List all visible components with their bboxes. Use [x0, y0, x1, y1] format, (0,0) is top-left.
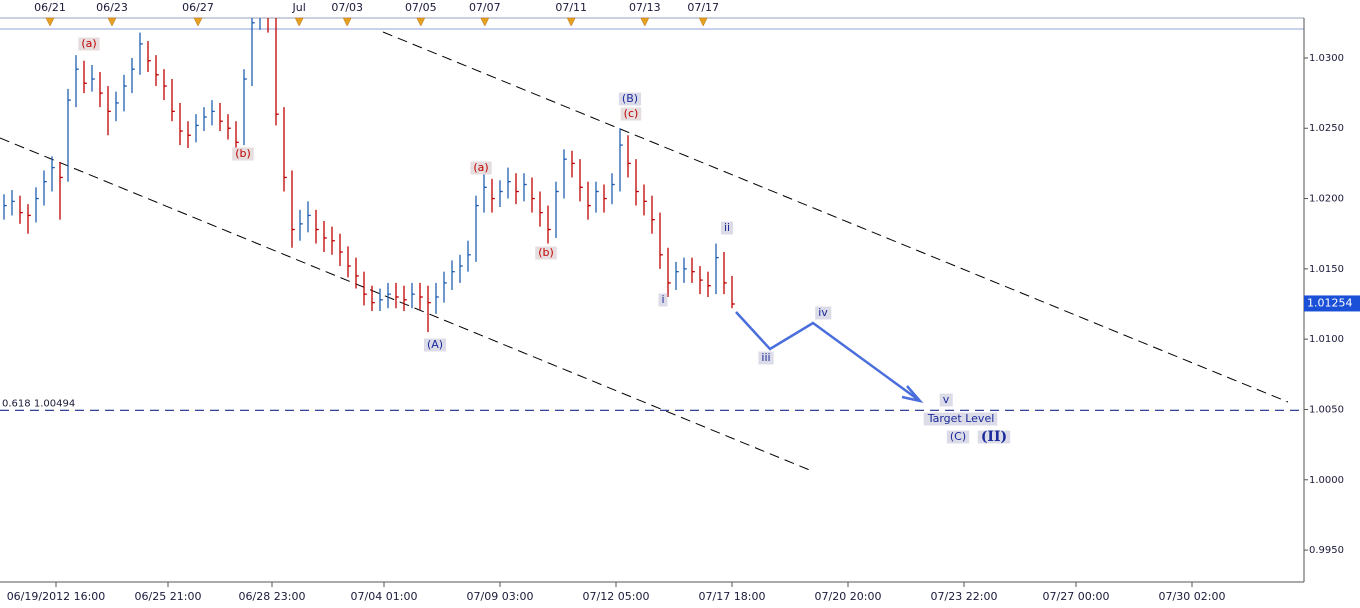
y-tick-label: 1.0050: [1309, 404, 1344, 415]
fib-ratio: 0.618: [2, 398, 31, 409]
top-tick-label: 07/17: [687, 1, 719, 14]
top-tick-label: 06/23: [96, 1, 128, 14]
x-tick-label: 07/27 00:00: [1043, 590, 1110, 603]
top-tick-label: Jul: [292, 1, 306, 14]
wave-label: v: [939, 393, 953, 407]
wave-label-text: iii: [761, 351, 770, 364]
top-strip: [0, 0, 1304, 18]
wave-label-text: (b): [538, 246, 554, 259]
channel-upper: [382, 31, 1289, 403]
wave-label-text: (a): [81, 37, 96, 50]
top-tick-label: 07/03: [331, 1, 363, 14]
top-tick-label: 07/13: [629, 1, 661, 14]
x-tick-label: 07/09 03:00: [467, 590, 534, 603]
event-marker: [342, 17, 352, 27]
x-tick-label: 07/20 20:00: [815, 590, 882, 603]
wave-label: (a): [470, 161, 492, 175]
x-tick-label: 07/17 18:00: [699, 590, 766, 603]
top-tick-label: 07/07: [469, 1, 501, 14]
wave-label-text: (b): [235, 147, 251, 160]
last-price-tag: 1.01254: [1304, 295, 1360, 312]
plot: [0, 18, 1304, 472]
y-tick-label: 1.0150: [1309, 264, 1344, 275]
top-tick-label: 07/11: [555, 1, 587, 14]
wave-label: (b): [535, 246, 557, 260]
event-marker: [107, 17, 117, 27]
wave-label-text: (A): [427, 338, 443, 351]
wave-label: (B): [618, 92, 642, 106]
wave-label: (b): [232, 147, 254, 161]
wave-label-text: (C): [950, 430, 966, 443]
event-marker: [480, 17, 490, 27]
y-tick-label: 1.0300: [1309, 53, 1344, 64]
wave-label: iv: [815, 306, 832, 320]
event-marker: [294, 17, 304, 27]
wave-labels: (a) (b) (A) (a) (b) (B) (c) i ii iii iv …: [78, 37, 1011, 445]
event-marker: [193, 17, 203, 27]
wave-label: (C): [946, 430, 970, 444]
wave-label: iii: [758, 351, 774, 365]
wave-label-text: (c): [624, 107, 639, 120]
event-marker: [566, 17, 576, 27]
ticks: 0.9950 1.0000 1.0050 1.0100 1.0150 1.0200 1.02…: [7, 1, 1344, 603]
target-label-text: Target Level: [927, 412, 995, 425]
wave-label: (c): [620, 107, 642, 121]
channel-lower: [0, 137, 813, 472]
price-bars: [3, 18, 735, 333]
last-price-text: 1.01254: [1307, 296, 1353, 309]
x-tick-label: 07/12 05:00: [583, 590, 650, 603]
fib-value: 1.00494: [34, 398, 75, 409]
top-tick-label: 06/27: [182, 1, 214, 14]
x-tick-label: 06/28 23:00: [239, 590, 306, 603]
y-tick-label: 1.0200: [1309, 194, 1344, 205]
wave-label: i: [658, 293, 668, 307]
wave-label: (a): [78, 37, 100, 51]
x-tick-label: 06/19/2012 16:00: [7, 590, 106, 603]
x-tick-label: 07/30 02:00: [1159, 590, 1226, 603]
y-tick-label: 1.0000: [1309, 475, 1344, 486]
y-tick-label: 0.9950: [1309, 545, 1344, 556]
y-tick-label: 1.0100: [1309, 334, 1344, 345]
target-label: Target Level: [923, 412, 998, 426]
projection-path: [735, 311, 921, 403]
event-marker: [640, 17, 650, 27]
wave-label: (A): [423, 338, 447, 352]
event-marker: [45, 17, 55, 27]
last-price-box: [1304, 295, 1360, 312]
x-tick-label: 07/23 22:00: [931, 590, 998, 603]
wave-label-text: (a): [473, 161, 488, 174]
x-tick-label: 07/04 01:00: [351, 590, 418, 603]
wave-label: ii: [720, 221, 734, 235]
wave-label-text: ii: [724, 221, 730, 234]
wave-label: (II): [977, 429, 1011, 445]
fib-label: 0.618 1.00494: [2, 398, 75, 409]
wave-label-text: (II): [981, 429, 1007, 445]
event-marker: [416, 17, 426, 27]
wave-label-text: i: [661, 293, 664, 306]
event-marker: [698, 17, 708, 27]
x-tick-label: 06/25 21:00: [135, 590, 202, 603]
y-tick-label: 1.0250: [1309, 123, 1344, 134]
top-tick-label: 06/21: [34, 1, 66, 14]
wave-label-text: iv: [818, 306, 828, 319]
wave-label-text: v: [943, 393, 950, 406]
projection-arrow: [901, 385, 924, 404]
wave-label-text: (B): [622, 92, 638, 105]
top-tick-label: 07/05: [405, 1, 437, 14]
